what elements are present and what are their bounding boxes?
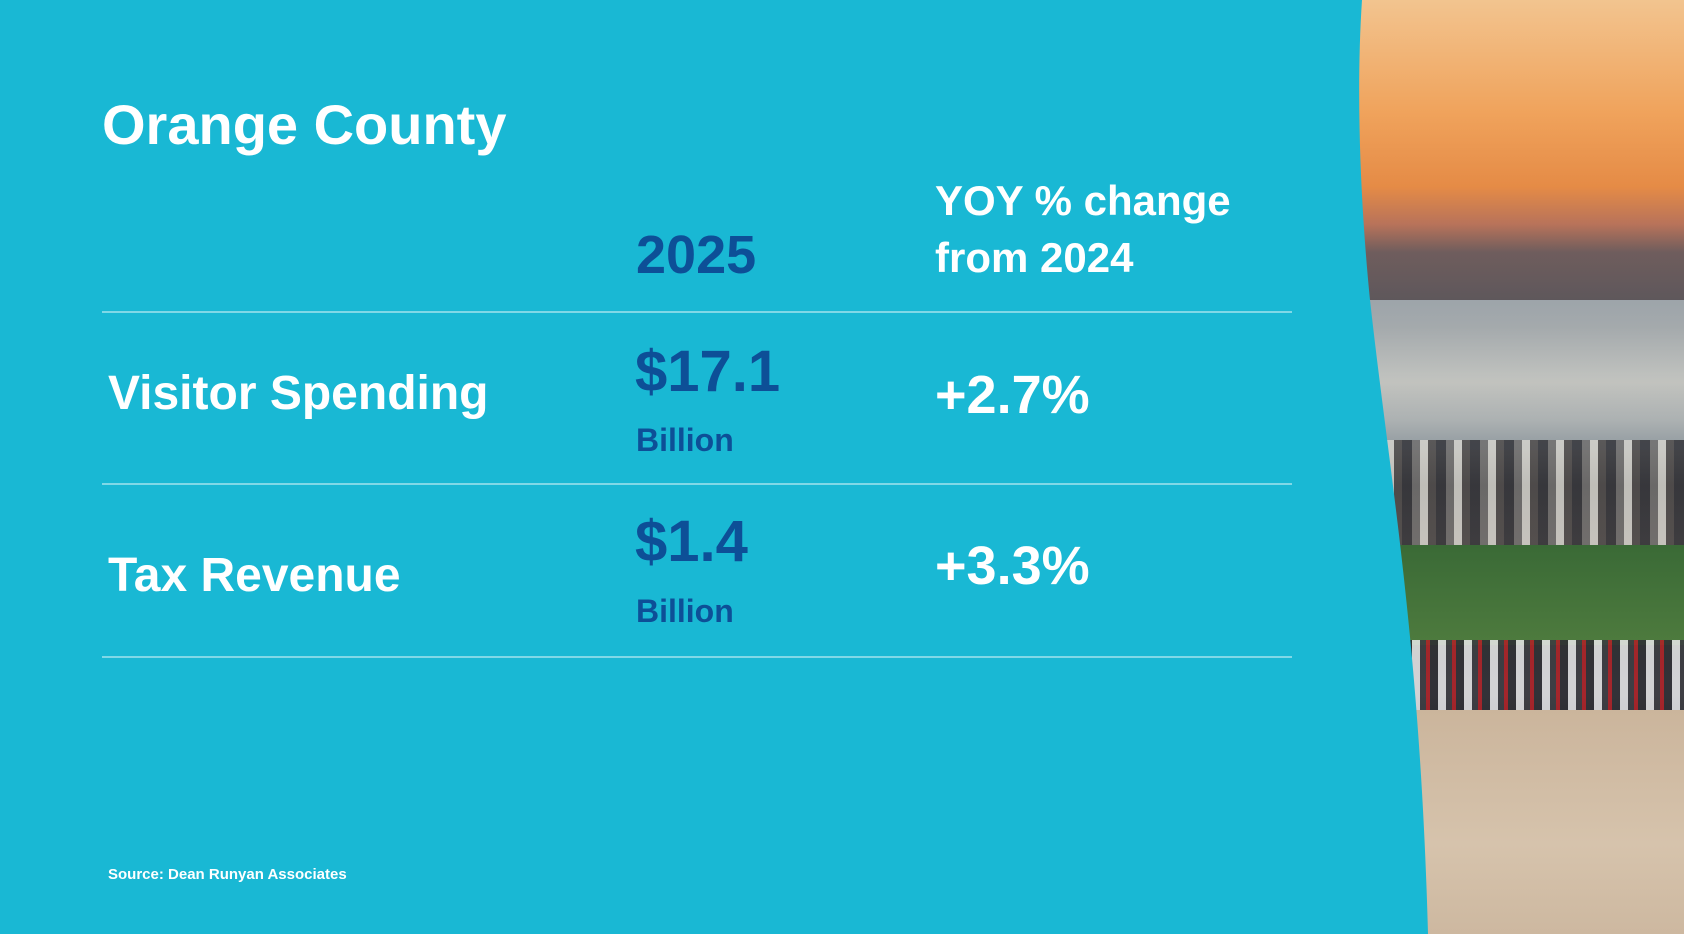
slide-content: Orange County 2025 YOY % change from 202… <box>102 93 1292 883</box>
source-note: Source: Dean Runyan Associates <box>108 866 347 883</box>
column-header-yoy-line2: from 2024 <box>935 234 1134 281</box>
row-label-tax-revenue: Tax Revenue <box>108 549 401 602</box>
row-value-visitor-spending: $17.1 <box>635 339 781 404</box>
row-unit-tax-revenue: Billion <box>636 593 734 629</box>
row-label-visitor-spending: Visitor Spending <box>108 367 489 420</box>
row-change-visitor-spending: +2.7% <box>935 365 1090 425</box>
slide-title: Orange County <box>102 93 507 156</box>
table-divider <box>102 656 1292 658</box>
column-header-yoy: YOY % change from 2024 <box>935 172 1231 286</box>
row-value-tax-revenue: $1.4 <box>635 509 748 574</box>
row-unit-visitor-spending: Billion <box>636 422 734 458</box>
table-divider <box>102 311 1292 313</box>
photo-harbor-water <box>1334 300 1684 450</box>
column-header-yoy-line1: YOY % change <box>935 177 1231 224</box>
table-divider <box>102 483 1292 485</box>
column-header-year: 2025 <box>636 225 757 285</box>
row-change-tax-revenue: +3.3% <box>935 536 1090 596</box>
